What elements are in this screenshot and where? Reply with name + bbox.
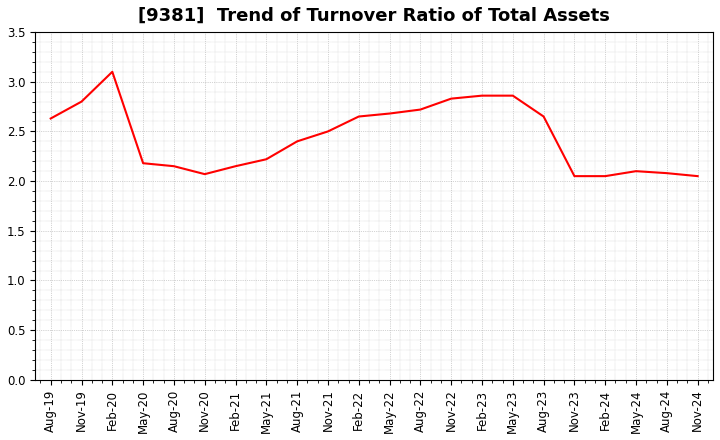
Title: [9381]  Trend of Turnover Ratio of Total Assets: [9381] Trend of Turnover Ratio of Total … (138, 7, 610, 25)
